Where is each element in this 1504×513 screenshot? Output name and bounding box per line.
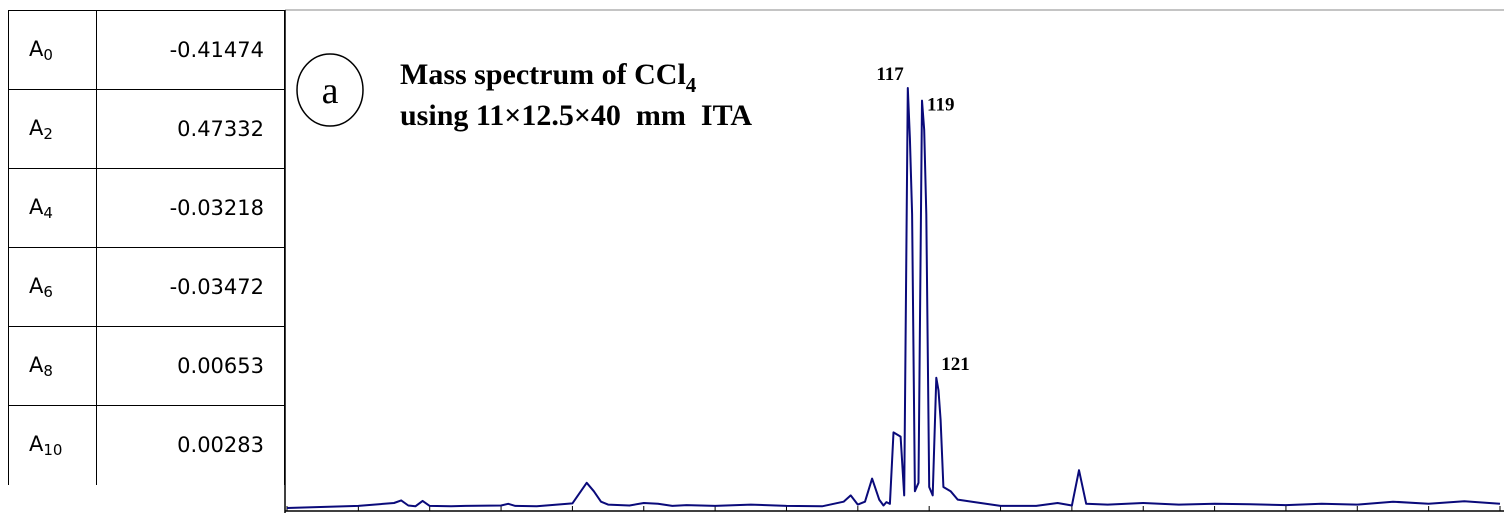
coef-name: A10 — [8, 405, 97, 485]
coef-name: A8 — [8, 326, 97, 406]
coef-symbol: A — [29, 352, 44, 377]
coef-value: -0.03472 — [96, 247, 285, 327]
coef-row: A2 0.47332 — [8, 89, 285, 169]
chart-title-line2: using 11×12.5×40 mm ITA — [400, 99, 752, 132]
coef-symbol: A — [29, 36, 44, 61]
coef-value: 0.00283 — [96, 405, 285, 485]
chart-title-line1: Mass spectrum of CCl4 — [400, 58, 697, 97]
coef-index: 4 — [43, 203, 53, 222]
panel-label-circle — [296, 53, 364, 127]
coef-value: 0.47332 — [96, 89, 285, 169]
coef-value: 0.00653 — [96, 326, 285, 406]
peak-label-119: 119 — [927, 95, 954, 116]
coef-symbol: A — [29, 273, 44, 298]
coef-index: 6 — [43, 282, 53, 301]
coef-row: A10 0.00283 — [8, 405, 285, 485]
coef-symbol: A — [29, 115, 44, 140]
coef-row: A0 -0.41474 — [8, 10, 285, 90]
coef-index: 8 — [43, 361, 53, 380]
panel-label: a — [322, 70, 339, 112]
coef-name: A2 — [8, 89, 97, 169]
peak-label-121: 121 — [941, 354, 970, 375]
coef-index: 0 — [43, 45, 53, 64]
series-line — [286, 87, 1501, 509]
coef-row: A6 -0.03472 — [8, 247, 285, 327]
coef-symbol: A — [29, 431, 44, 456]
coef-name: A4 — [8, 168, 97, 248]
peak-label-117: 117 — [876, 64, 904, 85]
coef-symbol: A — [29, 194, 44, 219]
coef-value: -0.03218 — [96, 168, 285, 248]
coef-row: A4 -0.03218 — [8, 168, 285, 248]
coef-name: A0 — [8, 10, 97, 90]
peak-labels: 117 119 121 — [876, 64, 969, 375]
coef-index: 2 — [43, 124, 53, 143]
coefficient-table: A0 -0.41474 A2 0.47332 A4 -0.03218 A6 -0.03472 A… — [8, 10, 285, 485]
coef-index: 10 — [43, 440, 63, 459]
title-line1-text: Mass spectrum of CCl — [400, 58, 686, 91]
coef-row: A8 0.00653 — [8, 326, 285, 406]
coef-value: -0.41474 — [96, 10, 285, 90]
title-line1-subscript: 4 — [686, 73, 697, 97]
coef-name: A6 — [8, 247, 97, 327]
